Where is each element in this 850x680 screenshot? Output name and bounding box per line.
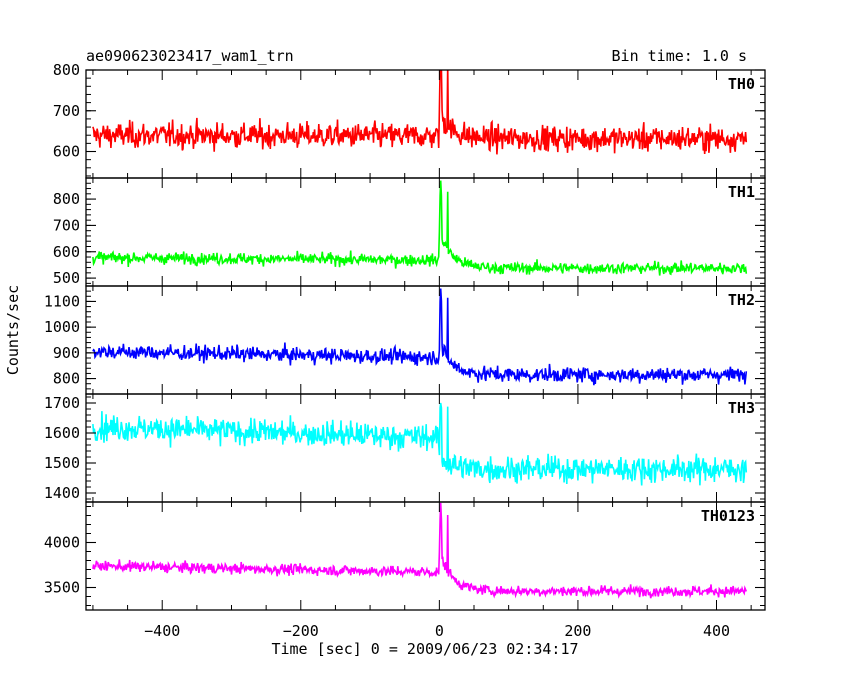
- x-axis-label: Time [sec] 0 = 2009/06/23 02:34:17: [271, 640, 578, 658]
- panel-label: TH3: [728, 399, 755, 417]
- x-tick-label: −400: [144, 622, 180, 640]
- series-line-th1: [92, 180, 748, 276]
- y-tick-label: 1100: [44, 292, 80, 310]
- panel-frame: [85, 501, 766, 611]
- y-tick-label: 800: [53, 61, 80, 79]
- panel-th2: 800 900 1000 1100 TH2: [44, 285, 766, 395]
- y-tick-label: 1600: [44, 424, 80, 442]
- panel-label: TH2: [728, 291, 755, 309]
- y-tick-label: 1400: [44, 484, 80, 502]
- chart-title-left: ae090623023417_wam1_trn: [86, 47, 294, 65]
- x-tick-label: −200: [283, 622, 319, 640]
- panel-frame: [85, 393, 766, 503]
- x-tick-label: 400: [703, 622, 730, 640]
- y-tick-label: 600: [53, 143, 80, 161]
- y-axis-label: Counts/sec: [4, 285, 22, 375]
- series-line-th2: [92, 288, 748, 386]
- panels-group: 600 700 800 TH0 500 600 700 800 TH1 800 900 1000 110…: [44, 61, 766, 611]
- series-line-th3: [92, 402, 748, 486]
- y-tick-label: 1500: [44, 454, 80, 472]
- y-tick-label: 900: [53, 344, 80, 362]
- panel-label: TH0: [728, 75, 755, 93]
- x-tick-label: 0: [435, 622, 444, 640]
- y-tick-label: 800: [53, 190, 80, 208]
- chart-title-right: Bin time: 1.0 s: [612, 47, 747, 65]
- panel-label: TH1: [728, 183, 755, 201]
- panel-label: TH0123: [701, 507, 755, 525]
- panel-th0123: 3500 4000 TH0123: [44, 501, 766, 611]
- y-tick-label: 500: [53, 269, 80, 287]
- y-tick-label: 700: [53, 216, 80, 234]
- panel-frame: [85, 69, 766, 179]
- y-tick-label: 800: [53, 370, 80, 388]
- x-tick-label: 200: [564, 622, 591, 640]
- series-line-th0: [92, 70, 748, 155]
- x-tick-labels: −400 −200 0 200 400: [144, 622, 730, 640]
- panel-th1: 500 600 700 800 TH1: [53, 177, 766, 287]
- panel-th3: 1400 1500 1600 1700 TH3: [44, 393, 766, 503]
- panel-th0: 600 700 800 TH0: [53, 61, 766, 179]
- y-tick-label: 700: [53, 102, 80, 120]
- y-tick-label: 4000: [44, 534, 80, 552]
- y-tick-label: 600: [53, 243, 80, 261]
- y-tick-label: 3500: [44, 579, 80, 597]
- y-tick-label: 1700: [44, 394, 80, 412]
- y-tick-label: 1000: [44, 318, 80, 336]
- series-line-th0123: [92, 502, 748, 599]
